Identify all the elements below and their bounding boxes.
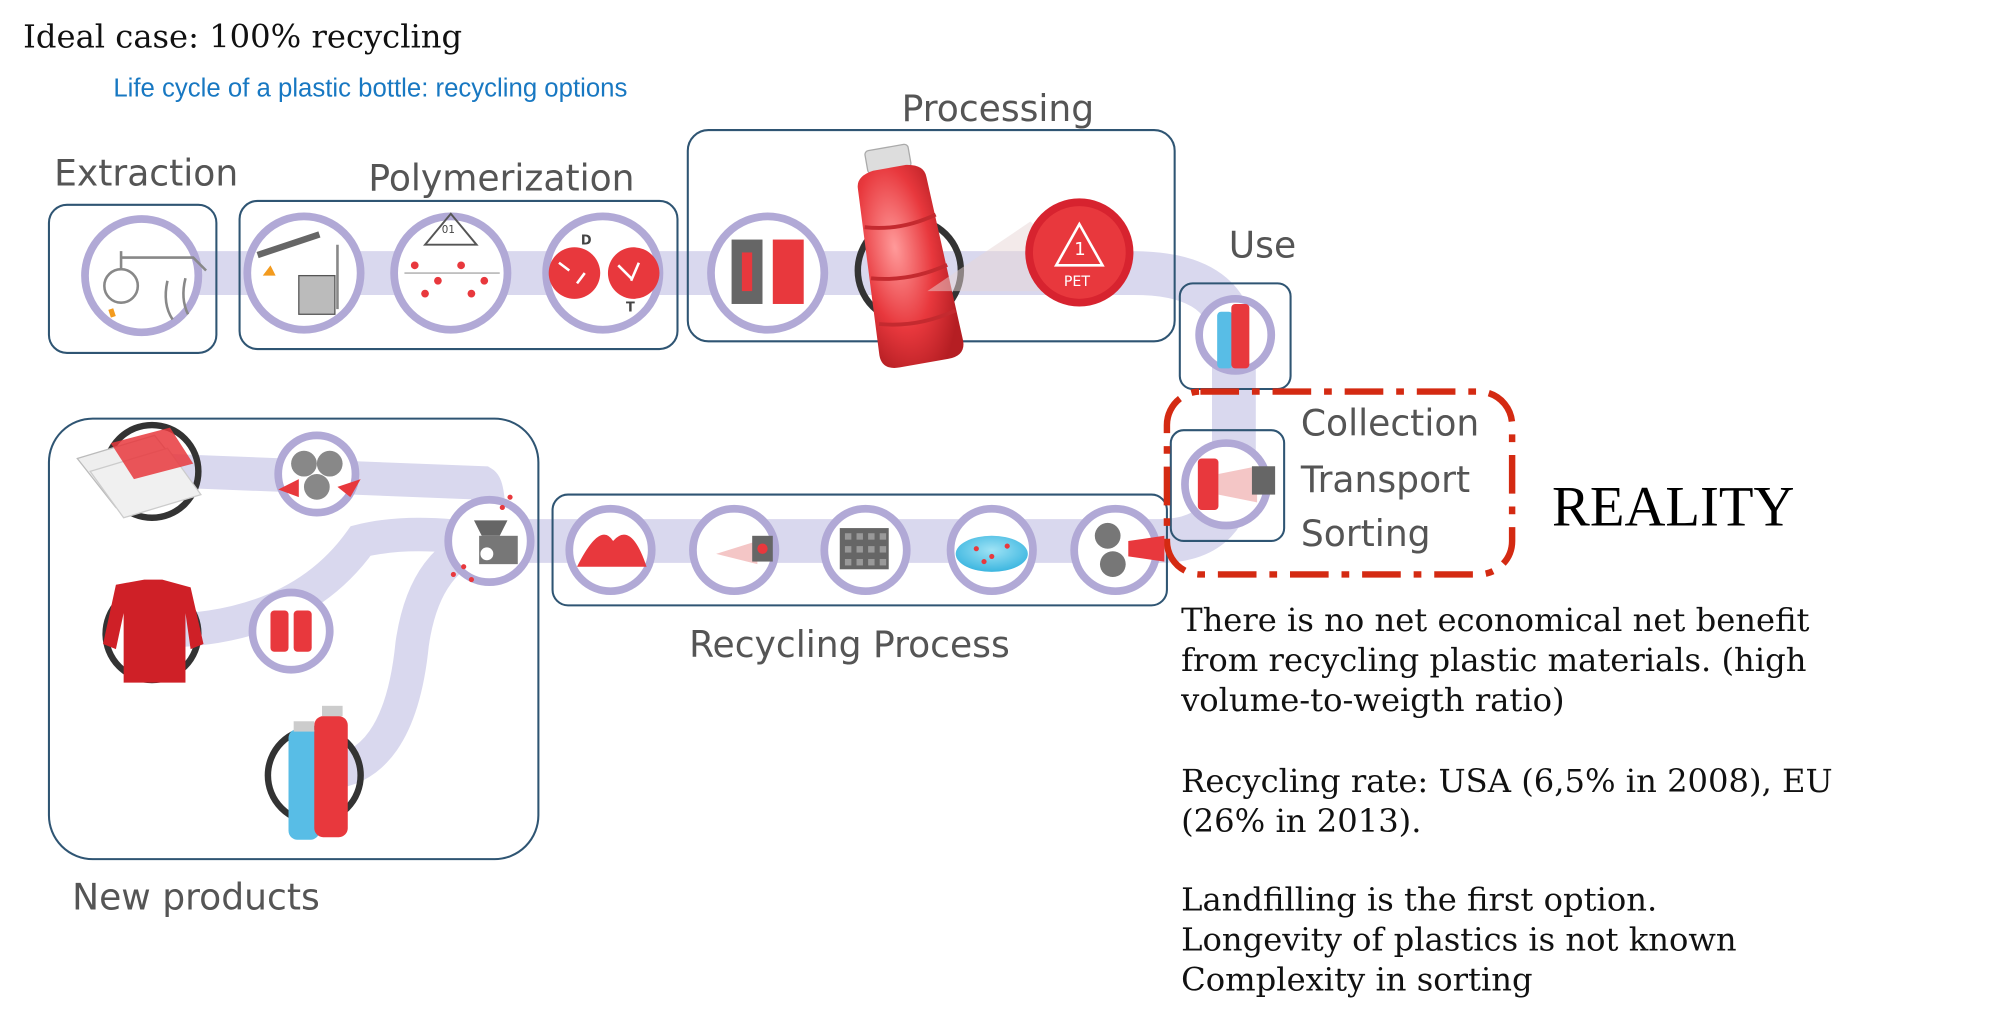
stage-label-new-products: New products — [72, 875, 320, 919]
new-products-frame — [47, 417, 540, 861]
page-title: Ideal case: 100% recycling — [23, 18, 463, 56]
note-line: (26% in 2013). — [1181, 802, 1422, 840]
film-sheets-icon — [76, 421, 202, 521]
page-subtitle: Life cycle of a plastic bottle: recyclin… — [113, 74, 628, 104]
molecule-icon — [390, 212, 512, 334]
stage-label-processing: Processing — [901, 87, 1095, 131]
recycle-code-01: 01 — [441, 224, 455, 236]
flakes-icon — [565, 504, 656, 596]
grinder-gears-icon — [1070, 504, 1165, 596]
new-bottles-icon — [264, 705, 364, 840]
polymerization-frame — [238, 199, 679, 351]
sorting-label: Sorting — [1300, 512, 1431, 556]
use-bottles-icon — [1195, 294, 1276, 375]
note-line: Complexity in sorting — [1181, 960, 1533, 999]
reality-heading: REALITY — [1552, 475, 1795, 539]
collection-dashed-box — [1163, 388, 1516, 578]
stage-label-extraction: Extraction — [54, 151, 239, 195]
pellet-d-label: D — [580, 234, 592, 249]
pellets-icon — [542, 212, 664, 334]
pellet-t-label: T — [625, 301, 635, 316]
collection-frame — [1169, 429, 1286, 542]
note-line: Landfilling is the first option. — [1181, 880, 1658, 919]
hopper-icon — [444, 494, 535, 587]
stage-label-polymerization: Polymerization — [368, 157, 635, 200]
note-line: from recycling plastic materials. (high — [1181, 641, 1807, 679]
collection-label: Collection — [1300, 401, 1480, 445]
transport-label: Transport — [1300, 458, 1471, 502]
rollers-icon — [274, 431, 361, 517]
collection-shredder-icon — [1181, 439, 1276, 530]
pet-text: PET — [1064, 274, 1090, 290]
stage-label-recycling: Recycling Process — [689, 623, 1010, 666]
pet-code: 1 — [1074, 239, 1085, 260]
extraction-frame — [47, 203, 218, 354]
lab-apparatus-icon — [243, 212, 365, 334]
extruder-icon — [689, 504, 780, 596]
note-benefit: There is no net economical net benefit f… — [1181, 600, 1980, 720]
stage-label-use: Use — [1228, 224, 1297, 267]
wash-pond-icon — [946, 504, 1037, 596]
pet-seal-icon: 1 PET — [927, 198, 1134, 307]
preforms-icon — [248, 588, 334, 674]
note-line: Recycling rate: USA (6,5% in 2008), EU — [1181, 762, 1833, 800]
note-line: Longevity of plastics is not known — [1181, 920, 1737, 959]
note-line: There is no net economical net benefit — [1181, 601, 1810, 639]
filter-grid-icon — [820, 504, 911, 596]
note-rate: Recycling rate: USA (6,5% in 2008), EU (… — [1181, 761, 1980, 841]
bottle-icon — [854, 143, 965, 368]
mold-icon — [707, 212, 829, 334]
note-issues: Landfilling is the first option. Longevi… — [1181, 880, 1980, 1000]
jacket-icon — [102, 579, 204, 684]
distillation-icon — [81, 215, 207, 337]
note-line: volume-to-weigth ratio) — [1181, 681, 1565, 719]
